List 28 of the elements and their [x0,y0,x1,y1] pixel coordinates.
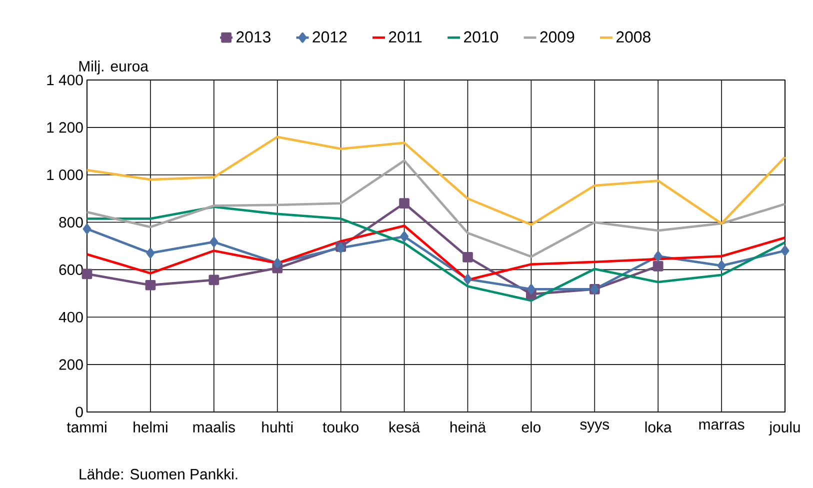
x-tick-label: maalis [193,421,235,432]
legend-label: 2012 [312,31,347,43]
y-tick-label: 400 [58,312,83,322]
y-tick-label: 800 [59,216,83,228]
x-tick-label: tammi [66,421,106,432]
y-tick-label: 1 400 [47,74,83,86]
legend-label: 2008 [616,31,650,43]
y-axis-title: Milj. euroa [79,60,148,74]
text: Lähde: Suomen Pankki. [80,468,238,480]
x-tick-label: heinä [450,421,486,432]
y-tick-label: 1 000 [47,170,83,180]
y-tick-label: 0 [76,406,83,418]
x-tick-label: kesä [389,421,420,432]
x-tick-label: marras [699,422,744,430]
x-tick-label: joulu [768,421,800,436]
legend-label: 2011 [388,31,422,43]
y-tick-label: 600 [59,264,83,275]
legend-label: 2013 [236,31,270,43]
x-tick-label: syys [580,422,610,433]
legend-label: 2010 [464,31,498,43]
x-tick-label: helmi [134,421,168,432]
x-tick-label: huhti [262,421,293,432]
x-tick-label: touko [322,421,358,432]
x-tick-label: elo [522,421,541,432]
legend-label: 2009 [540,31,574,43]
y-tick-label: 200 [59,359,83,370]
x-tick-label: loka [645,421,672,432]
y-tick-label: 1 200 [47,122,83,133]
